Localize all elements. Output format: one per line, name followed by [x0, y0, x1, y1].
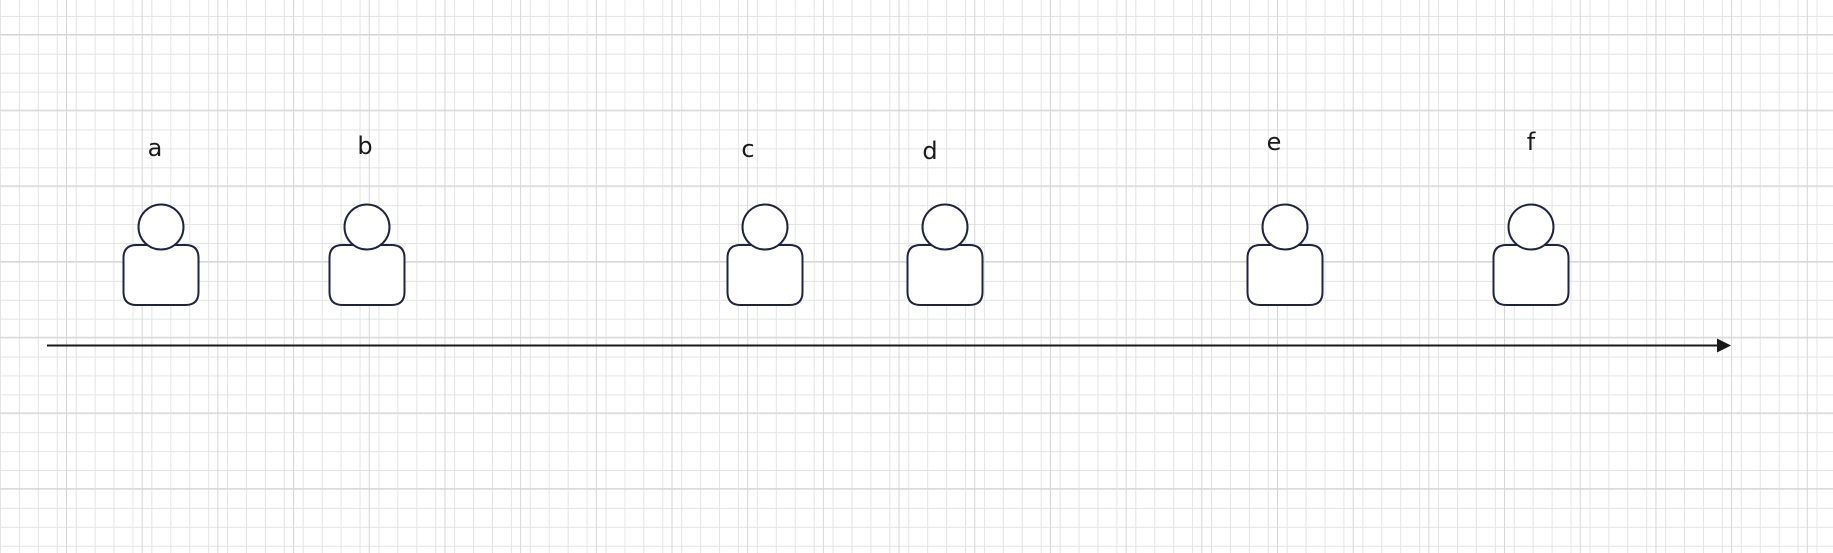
user-icon: [328, 203, 406, 306]
person-f[interactable]: f: [1492, 128, 1570, 306]
user-icon: [122, 203, 200, 306]
person-label-b: b: [357, 132, 372, 160]
person-b[interactable]: b: [328, 132, 406, 306]
person-label-e: e: [1267, 128, 1282, 156]
user-icon: [726, 203, 804, 306]
person-d[interactable]: d: [906, 137, 984, 306]
user-icon: [1246, 203, 1324, 306]
person-c[interactable]: c: [726, 135, 804, 306]
user-icon: [1492, 203, 1570, 306]
person-a[interactable]: a: [122, 134, 200, 306]
user-icon: [906, 203, 984, 306]
person-label-c: c: [741, 135, 754, 163]
person-e[interactable]: e: [1246, 128, 1324, 306]
arrowhead-icon: [1717, 338, 1731, 353]
person-label-f: f: [1527, 128, 1536, 156]
person-label-a: a: [148, 134, 163, 162]
person-label-d: d: [922, 137, 937, 165]
timeline-arrow[interactable]: [47, 338, 1731, 353]
